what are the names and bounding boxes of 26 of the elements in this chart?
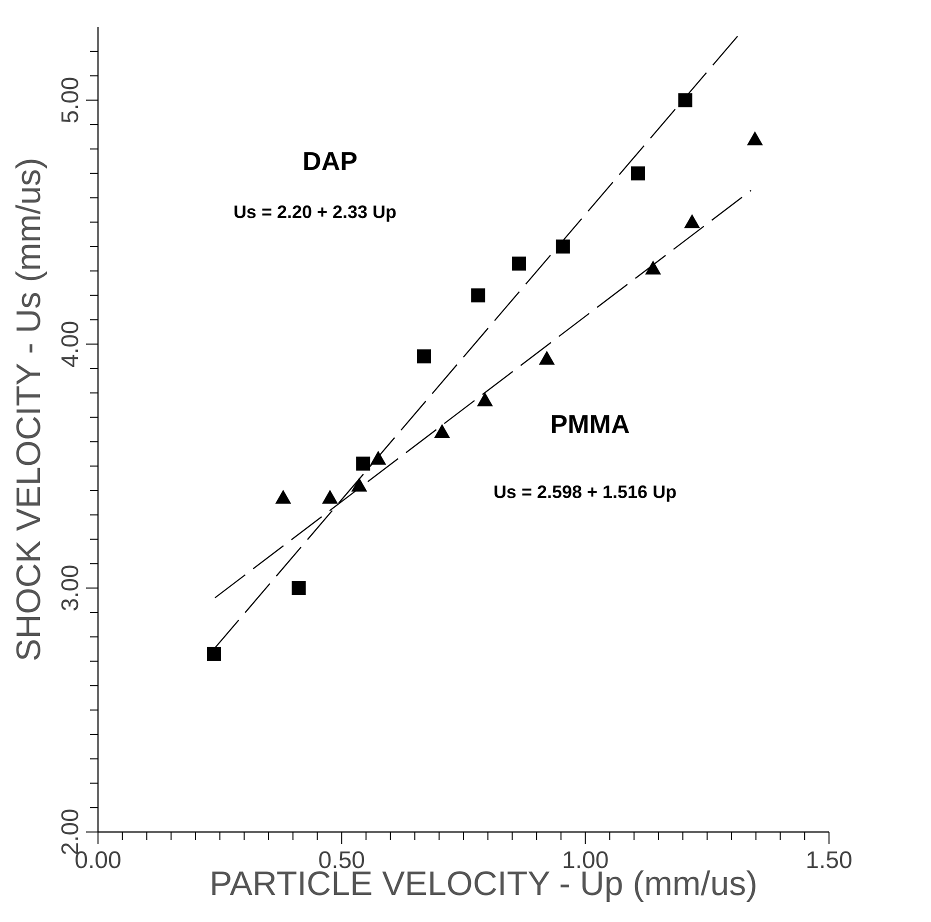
point (292, 581, 306, 596)
point (684, 214, 700, 228)
point (356, 456, 370, 471)
point (471, 288, 486, 302)
annotation: DAP (302, 146, 358, 176)
point (417, 349, 432, 364)
point (206, 646, 221, 661)
annotation: Us = 2.598 + 1.516 Up (493, 482, 677, 502)
point (678, 93, 692, 108)
point (538, 350, 555, 365)
point (275, 490, 292, 504)
y-tick-label: 4.00 (57, 320, 84, 368)
point (322, 490, 338, 504)
point (512, 256, 526, 271)
y-tick-label: 5.00 (57, 76, 84, 124)
point (630, 166, 645, 180)
point (645, 260, 662, 274)
point (556, 240, 570, 254)
point (476, 392, 493, 406)
annotation: Us = 2.20 + 2.33 Up (233, 202, 397, 222)
y-tick-label: 3.00 (57, 564, 84, 612)
x-tick-label: 1.50 (806, 847, 852, 874)
annotation: PMMA (550, 409, 630, 439)
y-axis-title: SHOCK VELOCITY - Us (mm/us) (10, 158, 48, 662)
point (434, 424, 450, 438)
point (746, 131, 763, 146)
